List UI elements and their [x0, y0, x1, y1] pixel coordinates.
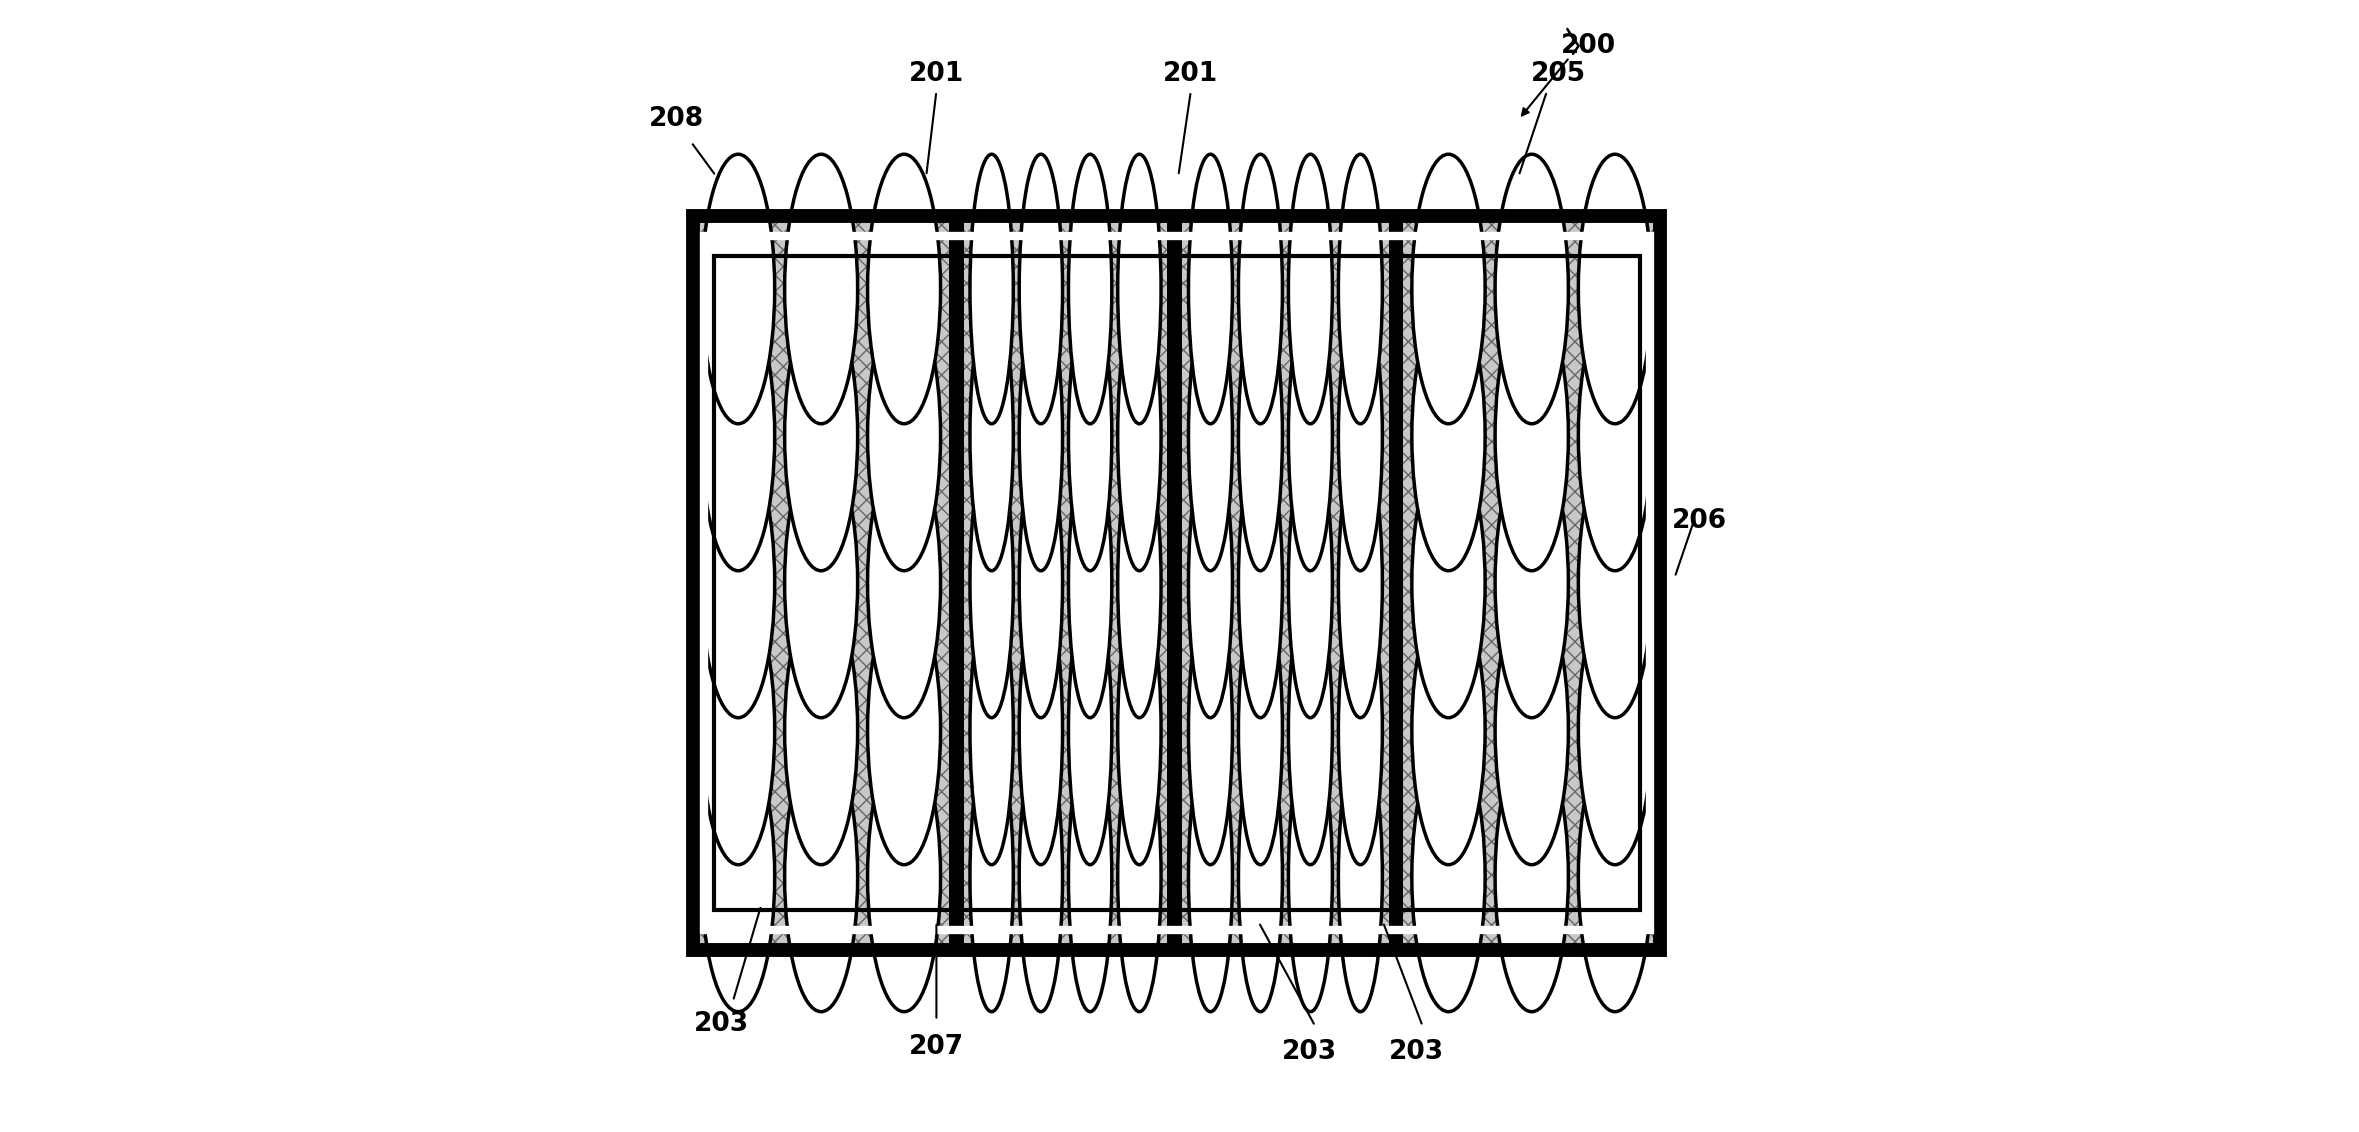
Ellipse shape — [1338, 301, 1382, 571]
Ellipse shape — [1578, 154, 1651, 423]
Ellipse shape — [1496, 301, 1569, 571]
Ellipse shape — [1118, 595, 1161, 865]
Ellipse shape — [1118, 301, 1161, 571]
Ellipse shape — [1578, 301, 1651, 571]
Ellipse shape — [1118, 448, 1161, 718]
Ellipse shape — [701, 595, 774, 865]
Ellipse shape — [1411, 743, 1486, 1012]
Ellipse shape — [1338, 448, 1382, 718]
Ellipse shape — [1189, 595, 1231, 865]
Ellipse shape — [1238, 154, 1283, 423]
Ellipse shape — [1238, 595, 1283, 865]
Ellipse shape — [701, 743, 774, 1012]
Ellipse shape — [786, 743, 859, 1012]
Text: 203: 203 — [1281, 1039, 1338, 1065]
Ellipse shape — [1069, 743, 1111, 1012]
Text: 205: 205 — [1531, 61, 1585, 87]
Ellipse shape — [1189, 301, 1231, 571]
Ellipse shape — [701, 301, 774, 571]
Ellipse shape — [1338, 154, 1382, 423]
Ellipse shape — [1019, 743, 1062, 1012]
Ellipse shape — [1019, 154, 1062, 423]
Bar — [948, 215, 962, 951]
Ellipse shape — [1496, 595, 1569, 865]
Ellipse shape — [1189, 154, 1231, 423]
Bar — [1389, 215, 1404, 951]
Ellipse shape — [786, 154, 859, 423]
Ellipse shape — [786, 448, 859, 718]
Ellipse shape — [970, 301, 1014, 571]
Ellipse shape — [1578, 743, 1651, 1012]
Ellipse shape — [1118, 154, 1161, 423]
Bar — [694, 215, 1661, 951]
Ellipse shape — [1288, 154, 1333, 423]
Text: 208: 208 — [649, 106, 703, 132]
Ellipse shape — [1069, 154, 1111, 423]
Ellipse shape — [970, 448, 1014, 718]
Bar — [694, 215, 1661, 951]
Ellipse shape — [1578, 448, 1651, 718]
Ellipse shape — [1069, 448, 1111, 718]
Ellipse shape — [1411, 595, 1486, 865]
Ellipse shape — [970, 743, 1014, 1012]
Ellipse shape — [1288, 448, 1333, 718]
Ellipse shape — [1189, 448, 1231, 718]
Ellipse shape — [1496, 448, 1569, 718]
Ellipse shape — [786, 301, 859, 571]
Ellipse shape — [701, 154, 774, 423]
Ellipse shape — [868, 595, 941, 865]
Bar — [703, 235, 1649, 931]
Ellipse shape — [1338, 743, 1382, 1012]
Ellipse shape — [1019, 301, 1062, 571]
Ellipse shape — [1238, 301, 1283, 571]
Ellipse shape — [1288, 743, 1333, 1012]
Ellipse shape — [1411, 448, 1486, 718]
Text: 201: 201 — [908, 61, 965, 87]
Ellipse shape — [1411, 154, 1486, 423]
Ellipse shape — [868, 301, 941, 571]
Ellipse shape — [1238, 743, 1283, 1012]
Text: 201: 201 — [1163, 61, 1220, 87]
Ellipse shape — [868, 743, 941, 1012]
Bar — [1168, 215, 1182, 951]
Text: 203: 203 — [1389, 1039, 1444, 1065]
Ellipse shape — [970, 595, 1014, 865]
Ellipse shape — [1288, 595, 1333, 865]
Ellipse shape — [868, 448, 941, 718]
Ellipse shape — [1338, 595, 1382, 865]
Bar — [715, 256, 1640, 910]
Ellipse shape — [1069, 301, 1111, 571]
Text: 207: 207 — [908, 1034, 965, 1060]
Ellipse shape — [1496, 743, 1569, 1012]
Ellipse shape — [1411, 301, 1486, 571]
Ellipse shape — [1578, 595, 1651, 865]
Ellipse shape — [1238, 448, 1283, 718]
Text: 200: 200 — [1562, 33, 1616, 59]
Ellipse shape — [701, 448, 774, 718]
Ellipse shape — [1189, 743, 1231, 1012]
Ellipse shape — [1496, 154, 1569, 423]
Ellipse shape — [970, 154, 1014, 423]
Ellipse shape — [1019, 595, 1062, 865]
Ellipse shape — [1069, 595, 1111, 865]
Ellipse shape — [868, 154, 941, 423]
Ellipse shape — [786, 595, 859, 865]
Ellipse shape — [1019, 448, 1062, 718]
Text: 206: 206 — [1673, 508, 1727, 534]
Text: 203: 203 — [694, 1011, 750, 1037]
Ellipse shape — [1118, 743, 1161, 1012]
Ellipse shape — [1288, 301, 1333, 571]
